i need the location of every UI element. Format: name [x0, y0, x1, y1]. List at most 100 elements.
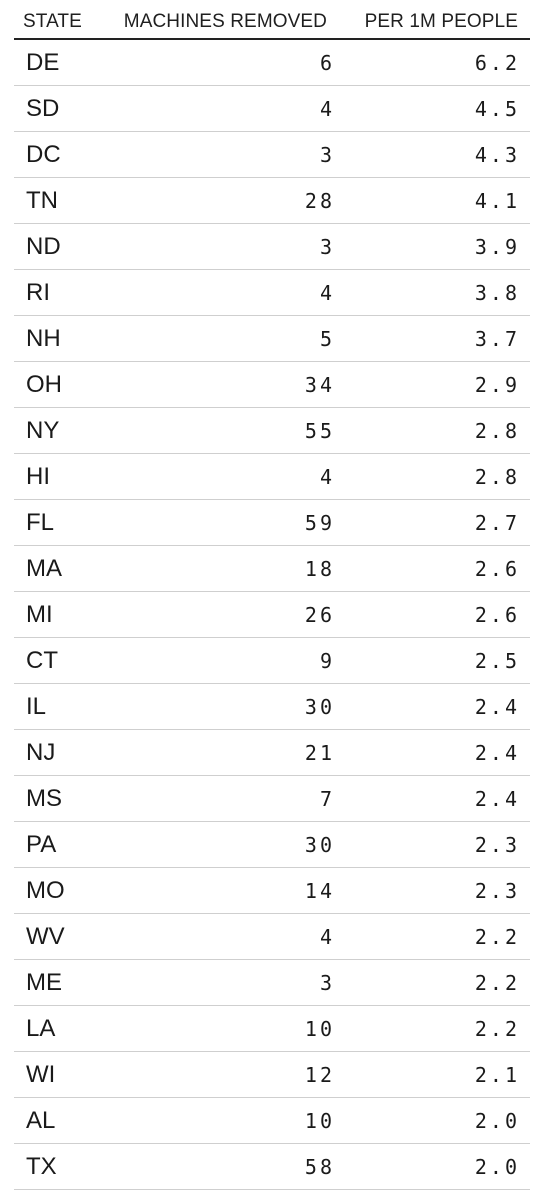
cell-machines-removed: 26 — [104, 591, 335, 638]
cell-per-1m-people: 2.3 — [335, 867, 530, 914]
cell-machines-removed: 30 — [104, 683, 335, 730]
cell-machines-removed: 3 — [104, 223, 335, 270]
cell-per-1m-people: 2.4 — [335, 775, 530, 822]
cell-per-1m-people: 2.9 — [335, 361, 530, 408]
cell-per-1m-people: 2.5 — [335, 637, 530, 684]
cell-per-1m-people: 2.6 — [335, 545, 530, 592]
cell-machines-removed: 7 — [104, 775, 335, 822]
cell-machines-removed: 12 — [104, 1051, 335, 1098]
cell-state: DE — [14, 39, 104, 86]
cell-state: WI — [14, 1051, 104, 1098]
cell-state: NH — [14, 315, 104, 362]
table-row: NJ 21 2.4 — [14, 729, 530, 776]
cell-state: TN — [14, 177, 104, 224]
table-row: NH 5 3.7 — [14, 315, 530, 362]
cell-per-1m-people: 4.3 — [335, 131, 530, 178]
cell-machines-removed: 18 — [104, 545, 335, 592]
cell-machines-removed: 10 — [104, 1097, 335, 1144]
cell-per-1m-people: 2.2 — [335, 959, 530, 1006]
cell-machines-removed: 28 — [104, 177, 335, 224]
table-row: OH 34 2.9 — [14, 361, 530, 408]
table-row: ND 3 3.9 — [14, 223, 530, 270]
table-row: LA 10 2.2 — [14, 1005, 530, 1052]
cell-state: NJ — [14, 729, 104, 776]
cell-machines-removed: 58 — [104, 1143, 335, 1190]
table-row: DE 6 6.2 — [14, 39, 530, 86]
cell-machines-removed: 14 — [104, 867, 335, 914]
cell-per-1m-people: 4.1 — [335, 177, 530, 224]
cell-state: LA — [14, 1005, 104, 1052]
cell-per-1m-people: 3.7 — [335, 315, 530, 362]
cell-per-1m-people: 2.2 — [335, 1005, 530, 1052]
cell-per-1m-people: 2.4 — [335, 729, 530, 776]
table-row: WI 12 2.1 — [14, 1051, 530, 1098]
column-header-per-1m-people: PER 1M PEOPLE — [335, 6, 530, 40]
cell-machines-removed: 55 — [104, 407, 335, 454]
cell-machines-removed: 3 — [104, 131, 335, 178]
table-row: RI 4 3.8 — [14, 269, 530, 316]
table-row: DC 3 4.3 — [14, 131, 530, 178]
data-table: STATE MACHINES REMOVED PER 1M PEOPLE DE 6… — [14, 6, 530, 1190]
table-row: CT 9 2.5 — [14, 637, 530, 684]
cell-state: MS — [14, 775, 104, 822]
table-row: HI 4 2.8 — [14, 453, 530, 500]
cell-state: DC — [14, 131, 104, 178]
table-header: STATE MACHINES REMOVED PER 1M PEOPLE — [14, 6, 530, 40]
cell-state: FL — [14, 499, 104, 546]
cell-state: MI — [14, 591, 104, 638]
table-row: FL 59 2.7 — [14, 499, 530, 546]
table-row: NY 55 2.8 — [14, 407, 530, 454]
cell-state: IL — [14, 683, 104, 730]
cell-per-1m-people: 2.8 — [335, 453, 530, 500]
cell-machines-removed: 5 — [104, 315, 335, 362]
column-header-state: STATE — [14, 6, 104, 40]
cell-state: OH — [14, 361, 104, 408]
cell-machines-removed: 10 — [104, 1005, 335, 1052]
cell-per-1m-people: 2.3 — [335, 821, 530, 868]
table-row: MI 26 2.6 — [14, 591, 530, 638]
cell-state: ND — [14, 223, 104, 270]
table-row: ME 3 2.2 — [14, 959, 530, 1006]
table-row: WV 4 2.2 — [14, 913, 530, 960]
cell-machines-removed: 21 — [104, 729, 335, 776]
cell-state: WV — [14, 913, 104, 960]
table-row: AL 10 2.0 — [14, 1097, 530, 1144]
cell-machines-removed: 30 — [104, 821, 335, 868]
cell-per-1m-people: 2.8 — [335, 407, 530, 454]
cell-per-1m-people: 2.0 — [335, 1097, 530, 1144]
cell-per-1m-people: 4.5 — [335, 85, 530, 132]
cell-state: NY — [14, 407, 104, 454]
table-row: MS 7 2.4 — [14, 775, 530, 822]
table-row: TN 28 4.1 — [14, 177, 530, 224]
table-row: PA 30 2.3 — [14, 821, 530, 868]
cell-state: TX — [14, 1143, 104, 1190]
cell-state: SD — [14, 85, 104, 132]
cell-machines-removed: 3 — [104, 959, 335, 1006]
cell-per-1m-people: 6.2 — [335, 39, 530, 86]
table-row: TX 58 2.0 — [14, 1143, 530, 1190]
cell-machines-removed: 34 — [104, 361, 335, 408]
cell-per-1m-people: 2.2 — [335, 913, 530, 960]
cell-state: HI — [14, 453, 104, 500]
cell-per-1m-people: 2.7 — [335, 499, 530, 546]
cell-machines-removed: 4 — [104, 269, 335, 316]
cell-state: ME — [14, 959, 104, 1006]
table-row: SD 4 4.5 — [14, 85, 530, 132]
cell-machines-removed: 4 — [104, 913, 335, 960]
cell-per-1m-people: 2.4 — [335, 683, 530, 730]
cell-machines-removed: 4 — [104, 453, 335, 500]
cell-per-1m-people: 2.0 — [335, 1143, 530, 1190]
cell-machines-removed: 6 — [104, 39, 335, 86]
cell-state: MA — [14, 545, 104, 592]
cell-per-1m-people: 2.1 — [335, 1051, 530, 1098]
table-row: MO 14 2.3 — [14, 867, 530, 914]
column-header-machines-removed: MACHINES REMOVED — [104, 6, 335, 40]
cell-machines-removed: 59 — [104, 499, 335, 546]
cell-per-1m-people: 3.9 — [335, 223, 530, 270]
cell-machines-removed: 4 — [104, 85, 335, 132]
cell-state: RI — [14, 269, 104, 316]
cell-state: CT — [14, 637, 104, 684]
table-row: MA 18 2.6 — [14, 545, 530, 592]
table-row: IL 30 2.4 — [14, 683, 530, 730]
table-body: DE 6 6.2 SD 4 4.5 DC 3 4.3 TN 28 4.1 ND 3 3.9 RI 4 3.8 NH 5… — [14, 39, 530, 1190]
